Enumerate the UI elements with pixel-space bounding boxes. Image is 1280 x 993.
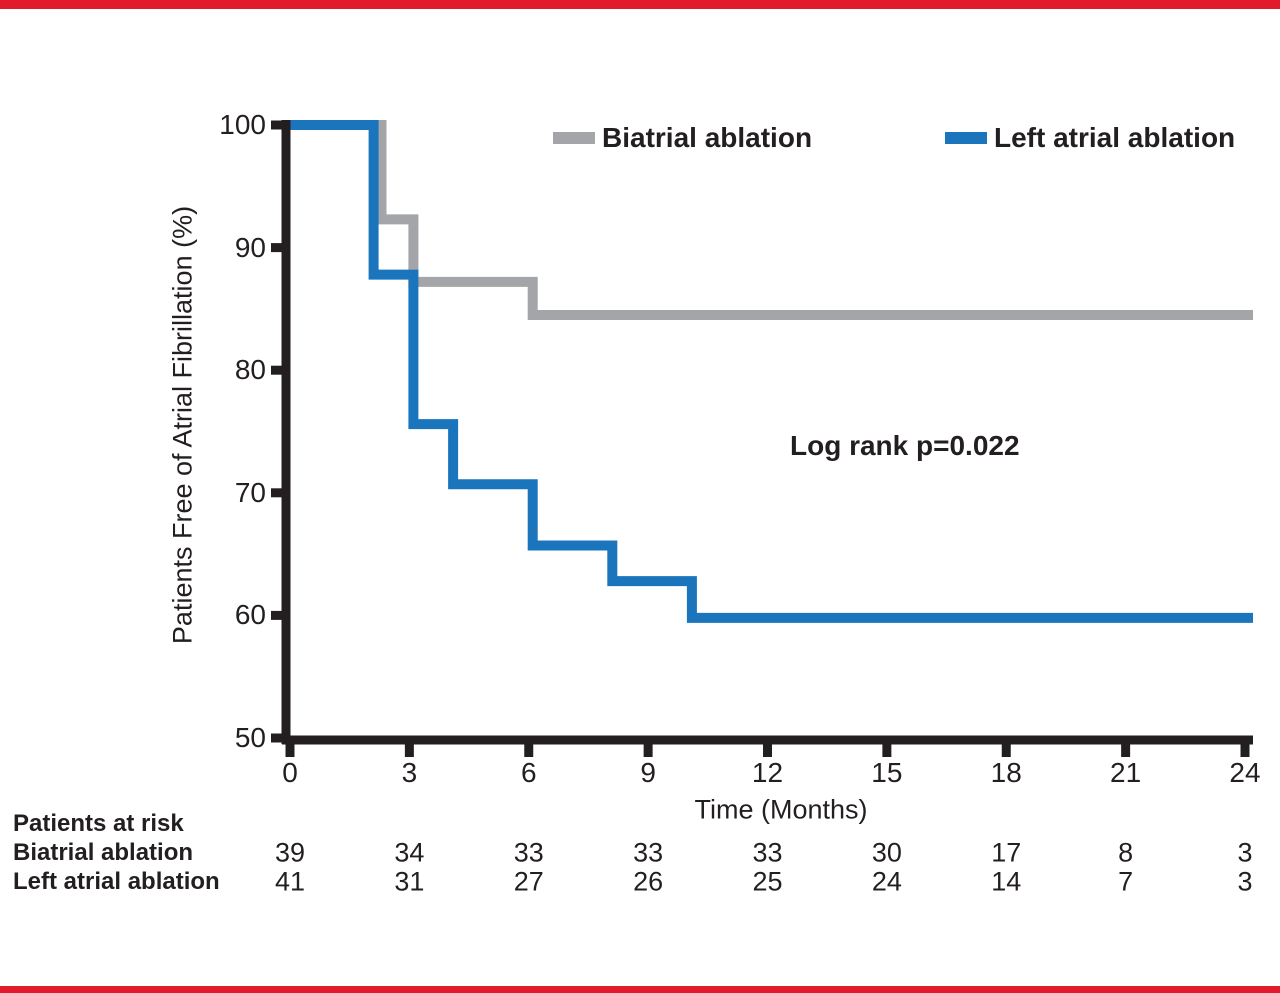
x-tick-label: 18 <box>990 757 1022 788</box>
y-tick-label: 90 <box>234 231 266 263</box>
x-tick-label: 6 <box>520 757 537 788</box>
risk-count: 8 <box>1118 837 1134 868</box>
legend-item-biatrial: Biatrial ablation <box>553 124 812 152</box>
left-atrial-legend-label: Left atrial ablation <box>994 122 1236 153</box>
risk-count: 3 <box>1237 837 1253 868</box>
risk-row-label-left-atrial: Left atrial ablation <box>13 868 220 895</box>
risk-row-label-biatrial: Biatrial ablation <box>13 839 194 866</box>
biatrial-legend-label: Biatrial ablation <box>602 122 813 153</box>
x-tick-label: 15 <box>871 757 903 788</box>
y-tick-label: 50 <box>234 722 266 753</box>
risk-count: 34 <box>394 837 425 868</box>
y-tick-label: 70 <box>234 476 266 508</box>
risk-count: 41 <box>274 866 306 897</box>
biatrial-curve <box>290 120 1253 320</box>
risk-count: 25 <box>752 866 783 897</box>
x-tick-label: 21 <box>1110 757 1142 788</box>
risk-count: 3 <box>1237 866 1253 897</box>
x-axis-title: Time (Months) <box>694 794 868 825</box>
y-axis-title: Patients Free of Atrial Fibrillation (%) <box>167 205 198 645</box>
risk-count: 33 <box>752 837 783 868</box>
y-tick-label: 100 <box>219 109 266 140</box>
risk-table-title: Patients at risk <box>13 810 184 837</box>
x-tick-label: 9 <box>640 757 656 788</box>
risk-count: 17 <box>991 837 1022 868</box>
legend-item-left-atrial: Left atrial ablation <box>945 124 1235 152</box>
risk-count: 33 <box>513 837 544 868</box>
risk-count: 24 <box>871 866 902 897</box>
top-red-border <box>0 0 1280 9</box>
biatrial-legend-swatch <box>553 132 595 144</box>
risk-count: 30 <box>871 837 902 868</box>
log-rank-annotation: Log rank p=0.022 <box>790 430 1020 461</box>
x-tick-label: 3 <box>401 757 418 788</box>
x-tick-label: 24 <box>1229 757 1261 788</box>
bottom-red-border <box>0 986 1280 993</box>
x-tick-label: 0 <box>282 757 298 788</box>
y-tick-label: 80 <box>234 354 266 386</box>
risk-count: 33 <box>633 837 664 868</box>
y-tick-label: 60 <box>234 599 266 631</box>
x-tick-label: 12 <box>751 757 784 788</box>
risk-count: 27 <box>513 866 544 897</box>
risk-count: 14 <box>991 866 1022 897</box>
risk-count: 26 <box>633 866 664 897</box>
risk-count: 39 <box>274 837 306 868</box>
left-atrial-legend-swatch <box>945 132 987 144</box>
risk-count: 31 <box>394 866 425 897</box>
left-atrial-curve <box>290 120 1253 623</box>
risk-count: 7 <box>1118 866 1134 897</box>
